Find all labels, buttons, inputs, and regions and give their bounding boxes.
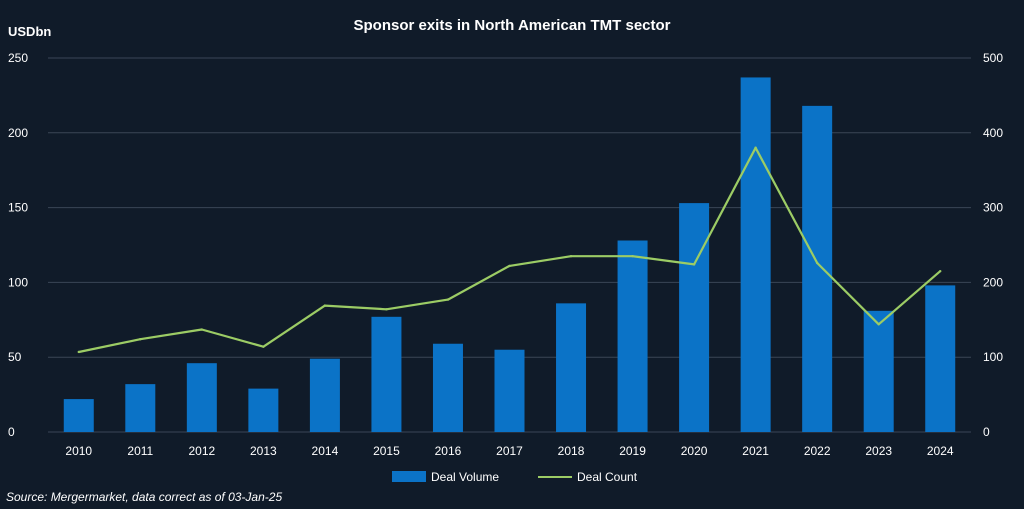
x-axis-tick-label: 2020 bbox=[681, 444, 708, 458]
point-deal-count-2020 bbox=[692, 263, 696, 266]
point-deal-count-2013 bbox=[262, 345, 265, 348]
bar-deal-volume-2023 bbox=[863, 310, 894, 432]
x-axis-tick-label: 2024 bbox=[927, 444, 954, 458]
bar-deal-volume-2013 bbox=[248, 388, 279, 432]
x-axis-tick-label: 2015 bbox=[373, 444, 400, 458]
right-axis-tick-label: 0 bbox=[983, 425, 990, 439]
x-axis-tick-label: 2019 bbox=[619, 444, 646, 458]
x-axis-tick-label: 2023 bbox=[865, 444, 892, 458]
x-axis-tick-label: 2017 bbox=[496, 444, 523, 458]
right-axis-tick-label: 100 bbox=[983, 350, 1003, 364]
bar-deal-volume-2024 bbox=[925, 285, 956, 432]
point-deal-count-2011 bbox=[139, 338, 142, 341]
x-axis-tick-label: 2012 bbox=[188, 444, 215, 458]
bar-deal-volume-2020 bbox=[679, 203, 710, 432]
right-axis-ticks: 0 100 200 300 400 500 bbox=[983, 51, 1003, 439]
bar-deal-volume-2019 bbox=[617, 240, 648, 432]
x-axis-tick-label: 2016 bbox=[435, 444, 462, 458]
point-deal-count-2023 bbox=[877, 323, 880, 326]
left-axis-ticks: 0 50 100 150 200 250 bbox=[8, 51, 28, 439]
point-deal-count-2022 bbox=[815, 261, 819, 265]
legend-deal-count-label: Deal Count bbox=[577, 470, 638, 484]
right-axis-tick-label: 200 bbox=[983, 275, 1003, 289]
legend: Deal Volume Deal Count bbox=[392, 470, 638, 484]
point-deal-count-2017 bbox=[508, 264, 511, 268]
x-axis-tick-label: 2014 bbox=[312, 444, 339, 458]
left-axis-tick-label: 250 bbox=[8, 51, 28, 65]
chart-title: Sponsor exits in North American TMT sect… bbox=[354, 17, 671, 34]
right-axis-tick-label: 500 bbox=[983, 51, 1003, 65]
bar-deal-volume-2022 bbox=[802, 105, 833, 432]
right-axis-tick-label: 400 bbox=[983, 126, 1003, 140]
x-axis-tick-label: 2022 bbox=[804, 444, 831, 458]
legend-deal-volume-swatch bbox=[392, 471, 426, 482]
left-axis-tick-label: 200 bbox=[8, 126, 28, 140]
bar-deal-volume-2011 bbox=[125, 384, 156, 432]
bar-deal-volume-2021 bbox=[740, 77, 771, 432]
point-deal-count-2024 bbox=[939, 269, 942, 273]
point-deal-count-2021 bbox=[754, 146, 757, 149]
left-axis-tick-label: 50 bbox=[8, 350, 22, 364]
point-deal-count-2016 bbox=[446, 298, 450, 301]
left-axis-tick-label: 0 bbox=[8, 425, 15, 439]
point-deal-count-2018 bbox=[569, 255, 573, 258]
deal-count-line-layer bbox=[77, 146, 942, 354]
left-axis-tick-label: 100 bbox=[8, 275, 28, 289]
bar-deal-volume-2017 bbox=[494, 349, 525, 432]
bar-deal-volume-2010 bbox=[63, 399, 94, 432]
x-axis-tick-label: 2018 bbox=[558, 444, 585, 458]
legend-deal-volume-label: Deal Volume bbox=[431, 470, 499, 484]
bar-deal-volume-2012 bbox=[186, 363, 217, 432]
y-axis-unit-label: USDbn bbox=[8, 24, 51, 39]
point-deal-count-2019 bbox=[631, 255, 634, 258]
bar-deal-volume-2018 bbox=[556, 303, 587, 432]
x-axis-tick-label: 2013 bbox=[250, 444, 277, 458]
point-deal-count-2015 bbox=[385, 308, 388, 311]
x-axis-tick-label: 2021 bbox=[742, 444, 769, 458]
x-axis-tick-label: 2010 bbox=[65, 444, 92, 458]
bar-deal-volume-2014 bbox=[309, 358, 340, 432]
bar-deal-volume-2016 bbox=[432, 343, 463, 432]
deal-volume-bars bbox=[63, 77, 956, 432]
point-deal-count-2010 bbox=[77, 350, 80, 354]
x-axis-tick-label: 2011 bbox=[127, 444, 153, 458]
right-axis-tick-label: 300 bbox=[983, 201, 1003, 215]
left-axis-tick-label: 150 bbox=[8, 201, 28, 215]
x-axis-ticks: 2010 2011 2012 2013 2014 2015 2016 2017 2018 2019… bbox=[65, 444, 953, 458]
point-deal-count-2012 bbox=[200, 328, 204, 331]
point-deal-count-2014 bbox=[323, 304, 327, 307]
bar-deal-volume-2015 bbox=[371, 316, 402, 432]
source-note: Source: Mergermarket, data correct as of… bbox=[6, 490, 282, 504]
